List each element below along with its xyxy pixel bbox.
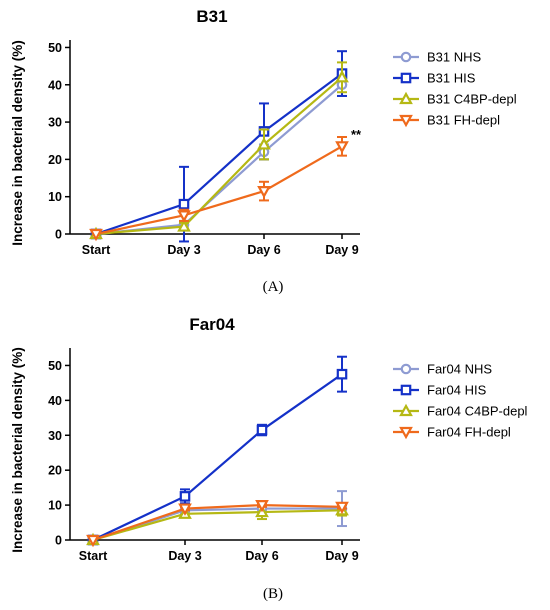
- legend-label: B31 C4BP-depl: [427, 92, 517, 107]
- legend-item: B31 FH-depl: [393, 113, 500, 128]
- legend: B31 NHS B31 HIS B31 C4BP-depl B31 FH-depl: [393, 50, 517, 128]
- chart-title: B31: [196, 7, 227, 26]
- legend-label: Far04 HIS: [427, 383, 487, 398]
- panel-label: (A): [263, 279, 284, 295]
- y-tick-label: 20: [48, 153, 62, 167]
- panel-label: (B): [263, 586, 283, 602]
- data-point: [86, 534, 100, 548]
- data-point: [256, 424, 268, 436]
- x-tick-label: Day 9: [325, 243, 358, 257]
- panel-a: B31 Increase in bacterial density (%) 0 1…: [10, 7, 517, 295]
- x-tick-label: Start: [79, 549, 108, 563]
- legend-item: Far04 FH-depl: [393, 425, 511, 440]
- series-his: [87, 355, 348, 546]
- y-tick-label: 40: [48, 78, 62, 92]
- x-tick-label: Day 3: [167, 243, 200, 257]
- series-line: [92, 509, 343, 542]
- legend-item: B31 C4BP-depl: [393, 92, 517, 107]
- plot-area: 0 10 20 30 40 50 Start Day 3 Day 6 Day 9 **: [48, 40, 362, 257]
- legend-marker: [400, 72, 412, 84]
- legend-marker: [400, 384, 412, 396]
- legend-item: Far04 C4BP-depl: [393, 404, 528, 419]
- data-point: [336, 368, 348, 380]
- y-axis-label: Increase in bacterial density (%): [10, 40, 25, 246]
- data-point: [257, 185, 271, 199]
- data-point: [177, 210, 191, 223]
- chart-title: Far04: [189, 315, 235, 334]
- series-line: [92, 373, 343, 541]
- legend-label: Far04 C4BP-depl: [427, 404, 528, 419]
- y-tick-label: 0: [55, 534, 62, 548]
- plot-area: 0 10 20 30 40 50 Start Day 3 Day 6 Day 9: [48, 348, 360, 563]
- y-tick-label: 50: [48, 41, 62, 55]
- legend-label: B31 NHS: [427, 50, 482, 65]
- y-axis-label: Increase in bacterial density (%): [10, 347, 25, 553]
- data-point: [255, 499, 269, 513]
- legend-marker: [399, 91, 413, 105]
- series-his: [90, 50, 348, 243]
- y-tick-label: 30: [48, 116, 62, 130]
- series-line: [95, 83, 343, 236]
- panel-b: Far04 Increase in bacterial density (%) …: [10, 315, 528, 602]
- significance-annotation: **: [351, 127, 362, 142]
- legend-label: B31 HIS: [427, 71, 476, 86]
- y-tick-label: 20: [48, 464, 62, 478]
- legend-marker: [400, 363, 412, 375]
- data-point: [257, 137, 271, 150]
- y-tick-label: 10: [48, 499, 62, 513]
- legend-item: B31 HIS: [393, 71, 476, 86]
- legend-label: Far04 FH-depl: [427, 425, 511, 440]
- series-fh-depl: [89, 136, 349, 242]
- data-point: [179, 491, 191, 502]
- data-point: [178, 198, 190, 210]
- x-tick-label: Day 3: [168, 549, 201, 563]
- legend-item: B31 NHS: [393, 50, 482, 65]
- legend-item: Far04 NHS: [393, 362, 492, 377]
- x-tick-label: Day 9: [325, 549, 358, 563]
- legend-item: Far04 HIS: [393, 383, 487, 398]
- y-tick-label: 0: [55, 228, 62, 242]
- y-tick-label: 40: [48, 394, 62, 408]
- data-point: [177, 219, 191, 232]
- series-fh-depl: [86, 499, 349, 548]
- y-tick-label: 50: [48, 359, 62, 373]
- x-tick-label: Day 6: [247, 243, 280, 257]
- data-point: [335, 501, 349, 515]
- series-nhs: [87, 490, 348, 546]
- data-point: [178, 503, 192, 516]
- series-c4bp-depl: [89, 61, 349, 240]
- legend-marker: [400, 51, 412, 63]
- series-line: [95, 72, 343, 236]
- data-point: [335, 141, 349, 154]
- data-point: [335, 70, 349, 83]
- y-tick-label: 30: [48, 429, 62, 443]
- legend: Far04 NHS Far04 HIS Far04 C4BP-depl Far04 F…: [393, 362, 528, 440]
- series-line: [95, 145, 343, 236]
- data-point: [89, 228, 103, 242]
- x-tick-label: Day 6: [245, 549, 278, 563]
- series-line: [95, 76, 343, 236]
- series-line: [92, 503, 343, 542]
- legend-marker: [399, 403, 413, 417]
- legend-label: Far04 NHS: [427, 362, 492, 377]
- legend-marker: [399, 426, 413, 440]
- y-tick-label: 10: [48, 190, 62, 204]
- legend-marker: [399, 114, 413, 128]
- legend-label: B31 FH-depl: [427, 113, 500, 128]
- x-tick-label: Start: [82, 243, 111, 257]
